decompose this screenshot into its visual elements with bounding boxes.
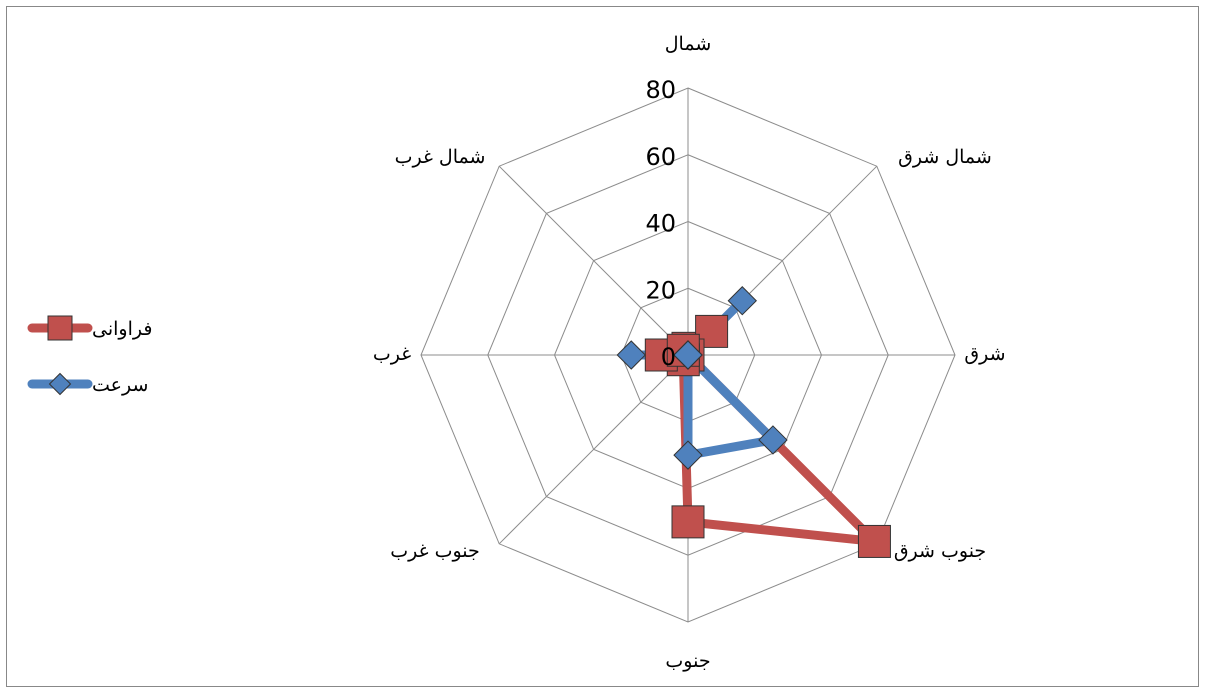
spoke bbox=[498, 354, 689, 545]
legend-label: فراوانی bbox=[92, 318, 152, 340]
marker bbox=[695, 314, 729, 348]
y-tick-label: 0 bbox=[661, 343, 676, 371]
marker bbox=[671, 505, 705, 539]
marker bbox=[758, 425, 788, 455]
y-tick-label: 40 bbox=[645, 210, 676, 238]
category-label: جنوب شرق bbox=[894, 540, 986, 562]
marker bbox=[616, 340, 646, 370]
chart-border bbox=[6, 6, 1199, 687]
category-label: شمال غرب bbox=[395, 146, 486, 168]
category-label: جنوب bbox=[665, 650, 710, 672]
marker bbox=[673, 440, 703, 470]
legend-label: سرعت bbox=[92, 374, 148, 396]
marker bbox=[48, 372, 72, 396]
spoke bbox=[498, 165, 689, 356]
y-tick-label: 60 bbox=[645, 143, 676, 171]
marker bbox=[673, 340, 703, 370]
category-label: شرق bbox=[964, 343, 1005, 365]
y-tick-label: 80 bbox=[645, 76, 676, 104]
marker bbox=[857, 524, 891, 558]
y-tick-label: 20 bbox=[645, 276, 676, 304]
category-label: شمال شرق bbox=[898, 146, 992, 168]
marker bbox=[727, 286, 757, 316]
category-label: غرب bbox=[373, 343, 411, 365]
category-label: جنوب غرب bbox=[390, 540, 480, 562]
marker bbox=[47, 315, 73, 341]
category-label: شمال bbox=[665, 33, 712, 55]
